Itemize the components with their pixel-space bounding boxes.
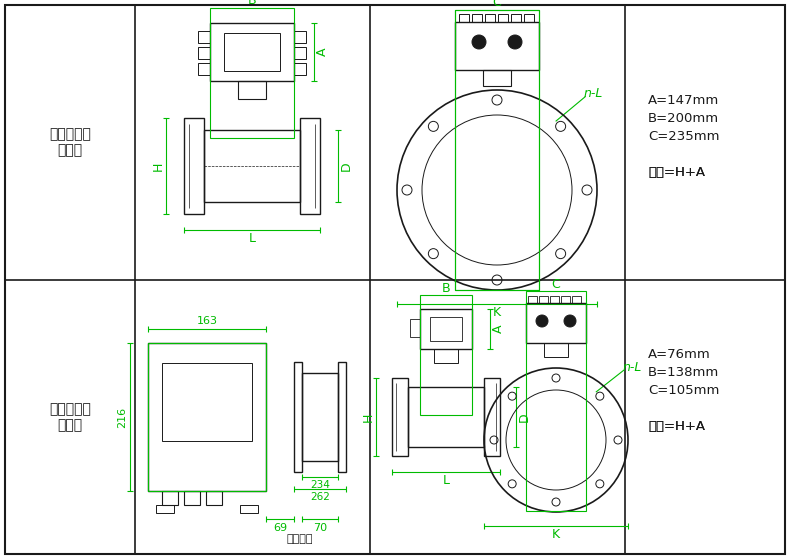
Text: 总高=H+A: 总高=H+A [648,420,705,433]
Circle shape [508,35,522,49]
Bar [526,303,586,343]
Bar [392,378,408,456]
Bar [156,505,174,513]
Bar [459,14,469,22]
Circle shape [564,315,576,327]
Text: 分体表头: 分体表头 [287,534,314,544]
Bar [528,296,537,303]
Bar [472,14,482,22]
Bar [210,23,294,81]
Text: C: C [551,277,560,291]
Bar [410,319,420,337]
Text: 262: 262 [310,492,330,502]
Text: 电磁流量计
分体型: 电磁流量计 分体型 [49,402,91,432]
Text: K: K [493,306,501,319]
Bar [550,296,559,303]
Bar [294,63,306,75]
Text: L: L [442,473,450,486]
Bar [561,296,570,303]
Text: H: H [362,413,374,421]
Bar [430,317,462,341]
Text: C=105mm: C=105mm [648,385,720,397]
Text: K: K [552,528,560,541]
Bar [408,387,484,447]
Bar [420,309,472,349]
Bar [162,363,252,441]
Bar [210,8,294,138]
Text: B: B [442,282,450,295]
Text: A=147mm: A=147mm [648,93,719,107]
Bar [572,296,581,303]
Bar [294,362,302,472]
Text: B=138mm: B=138mm [648,367,719,380]
Text: 总高=H+A: 总高=H+A [648,420,705,433]
Bar [238,81,266,99]
Bar [224,33,280,71]
Bar [485,14,495,22]
Bar [434,349,458,363]
Bar [484,378,500,456]
Bar [162,491,178,505]
Text: 电磁流量计
一体型: 电磁流量计 一体型 [49,127,91,157]
Bar [338,362,346,472]
Bar [524,14,534,22]
Text: n-L: n-L [623,361,641,373]
Text: A=76mm: A=76mm [648,348,711,362]
Bar [498,14,508,22]
Text: A: A [491,325,505,333]
Text: 总高=H+A: 总高=H+A [648,165,705,178]
Bar [420,295,472,415]
Bar [294,31,306,43]
Bar [483,70,511,86]
Bar [511,14,521,22]
Text: 216: 216 [117,406,127,428]
Text: B=200mm: B=200mm [648,111,719,125]
Text: 70: 70 [313,523,327,533]
Text: 总高=H+A: 总高=H+A [648,165,705,178]
Bar [184,118,204,214]
Circle shape [536,315,548,327]
Bar [294,47,306,59]
Bar [148,343,266,491]
Text: n-L: n-L [584,87,604,100]
Bar [526,291,586,511]
Bar [184,491,200,505]
Text: 69: 69 [273,523,287,533]
Bar [148,343,266,491]
Bar [544,343,568,357]
Text: 163: 163 [197,316,217,326]
Bar [204,130,300,202]
Text: D: D [517,412,531,422]
Circle shape [472,35,486,49]
Bar [539,296,548,303]
Text: C: C [493,0,502,10]
Text: H: H [152,162,164,170]
Text: 234: 234 [310,480,330,490]
Bar [455,22,539,70]
Bar [198,31,210,43]
Bar [455,10,539,290]
Bar [206,491,222,505]
Text: A: A [315,48,329,56]
Bar [300,118,320,214]
Bar [198,63,210,75]
Text: C=235mm: C=235mm [648,130,720,143]
Text: L: L [249,231,255,244]
Bar [455,10,539,290]
Bar [198,47,210,59]
Text: B: B [248,0,256,7]
Text: D: D [340,161,352,171]
Bar [302,373,338,461]
Bar [240,505,258,513]
